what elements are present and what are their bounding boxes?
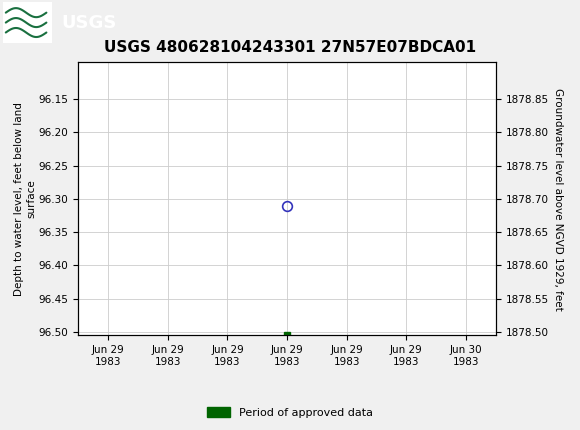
Legend: Period of approved data: Period of approved data bbox=[203, 403, 377, 422]
Y-axis label: Groundwater level above NGVD 1929, feet: Groundwater level above NGVD 1929, feet bbox=[553, 87, 563, 310]
Bar bbox=[3, 2, 52, 43]
Y-axis label: Depth to water level, feet below land
surface: Depth to water level, feet below land su… bbox=[14, 102, 36, 296]
Text: USGS: USGS bbox=[61, 14, 116, 31]
Text: USGS 480628104243301 27N57E07BDCA01: USGS 480628104243301 27N57E07BDCA01 bbox=[104, 40, 476, 55]
